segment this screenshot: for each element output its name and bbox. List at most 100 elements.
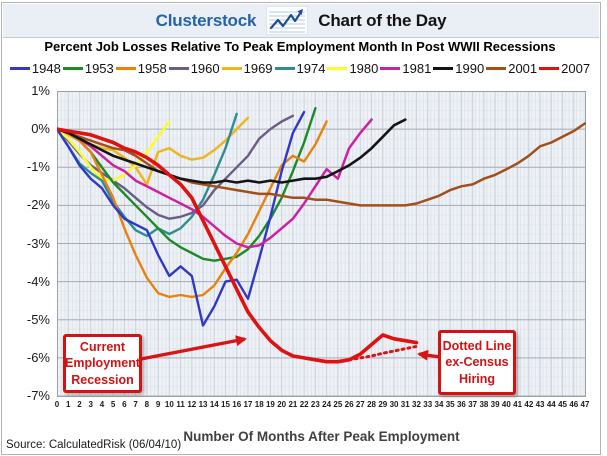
x-tick-label: 29 [378,400,388,409]
legend-label: 1953 [84,61,114,76]
legend-item-1958: 1958 [115,61,167,76]
annotation-line: Hiring [458,371,496,386]
legend-swatch [9,67,30,70]
x-tick-label: 25 [333,400,343,409]
x-tick-label: 33 [423,400,433,409]
annotation-line: Current [79,340,126,355]
x-tick-label: 24 [322,400,332,409]
series-line-1953 [57,107,317,262]
legend-item-1981: 1981 [380,61,431,76]
legend-label: 1960 [190,61,220,76]
annotation-current-recession: Current Employment Recession [63,334,142,393]
y-tick-label: -3% [26,235,50,251]
legend: 1948 1953 1958 1960 1969 1974 1980 1981 1990 2001… [2,61,598,76]
annotation-line: ex-Census [445,355,509,370]
x-tick-label: 32 [412,400,421,409]
x-tick-label: 15 [221,400,230,409]
x-tick-label: 40 [501,400,511,409]
series-line-1958 [57,120,328,299]
x-tick-label: 42 [524,400,534,409]
legend-swatch [380,67,401,70]
x-tick-label: 21 [288,400,298,409]
x-tick-label: 31 [400,400,410,409]
x-tick-label: 22 [299,400,309,409]
source-credit: Source: CalculatedRisk (06/04/10) [6,439,182,451]
legend-swatch [115,67,136,70]
legend-swatch [274,67,295,70]
x-tick-label: 16 [232,400,242,409]
y-tick-label: -2% [26,197,50,213]
y-tick-label: -1% [26,159,50,175]
legend-label: 1981 [402,61,432,76]
chart-title: Percent Job Losses Relative To Peak Empl… [44,39,556,54]
x-tick-label: 18 [254,400,264,409]
header-title: Chart of the Day [318,10,447,30]
legend-item-1953: 1953 [62,61,114,76]
legend-item-1948: 1948 [9,61,61,76]
x-tick-label: 47 [580,400,590,409]
x-tick-label: 1 [65,400,71,409]
x-tick-label: 3 [88,400,93,409]
x-axis-title: Number Of Months After Peak Employment [183,429,460,444]
legend-item-1969: 1969 [221,61,273,76]
y-tick-label: -5% [26,311,50,327]
x-tick-label: 0 [54,400,60,409]
x-tick-label: 11 [176,400,185,409]
arrow-ex-census [417,349,441,361]
annotation-line: Employment [65,356,141,371]
x-tick-label: 17 [243,400,253,409]
legend-label: 1974 [296,61,326,76]
line-chart-icon [266,6,309,35]
arrow-current-recession [140,335,247,361]
y-tick-label: -4% [26,273,50,289]
x-tick-label: 13 [198,400,208,409]
x-tick-label: 28 [367,400,376,409]
x-tick-label: 45 [558,400,567,409]
legend-swatch [539,67,560,70]
x-tick-label: 38 [479,400,489,409]
x-tick-label: 26 [344,400,354,409]
x-tick-label: 2 [77,400,82,409]
x-tick-label: 9 [155,400,161,409]
header-bar: Clusterstock Chart of the Day [3,4,599,38]
series-line-2007-ex-census [347,344,418,362]
legend-item-1990: 1990 [433,61,484,76]
legend-item-2007: 2007 [539,61,590,76]
x-tick-label: 43 [535,400,545,409]
x-tick-label: 19 [265,400,275,409]
series-line-1981 [57,118,373,249]
x-tick-label: 34 [434,400,444,409]
y-tick-label: 1% [31,83,50,98]
y-tick-label: -6% [26,349,50,365]
x-tick-label: 7 [133,400,138,409]
x-tick-label: 4 [99,400,105,409]
annotation-line: Recession [71,372,134,387]
legend-swatch [433,67,454,70]
x-tick-label: 37 [468,400,478,409]
legend-label: 1969 [243,61,273,76]
series-line-1948 [57,110,306,327]
legend-item-1960: 1960 [168,61,220,76]
legend-label: 2001 [508,61,538,76]
series-line-1974 [57,112,238,238]
legend-item-1974: 1974 [274,61,326,76]
brand-name: Clusterstock [155,10,257,30]
x-tick-label: 14 [209,400,219,409]
series-line-2007 [57,127,419,364]
x-tick-label: 6 [122,400,127,409]
series-line-2001 [57,122,586,207]
legend-label: 1980 [349,61,379,76]
x-tick-label: 27 [355,400,365,409]
x-tick-label: 10 [164,400,174,409]
series-line-1990 [57,118,407,184]
annotation-line: Dotted Line [442,339,512,354]
legend-swatch [221,67,242,70]
legend-item-1980: 1980 [327,61,378,76]
annotation-ex-census: Dotted Line ex-Census Hiring [438,330,516,395]
x-tick-label: 30 [389,400,399,409]
x-tick-label: 44 [546,400,556,409]
x-tick-label: 46 [569,400,579,409]
legend-item-2001: 2001 [486,61,537,76]
legend-label: 1958 [137,61,167,76]
